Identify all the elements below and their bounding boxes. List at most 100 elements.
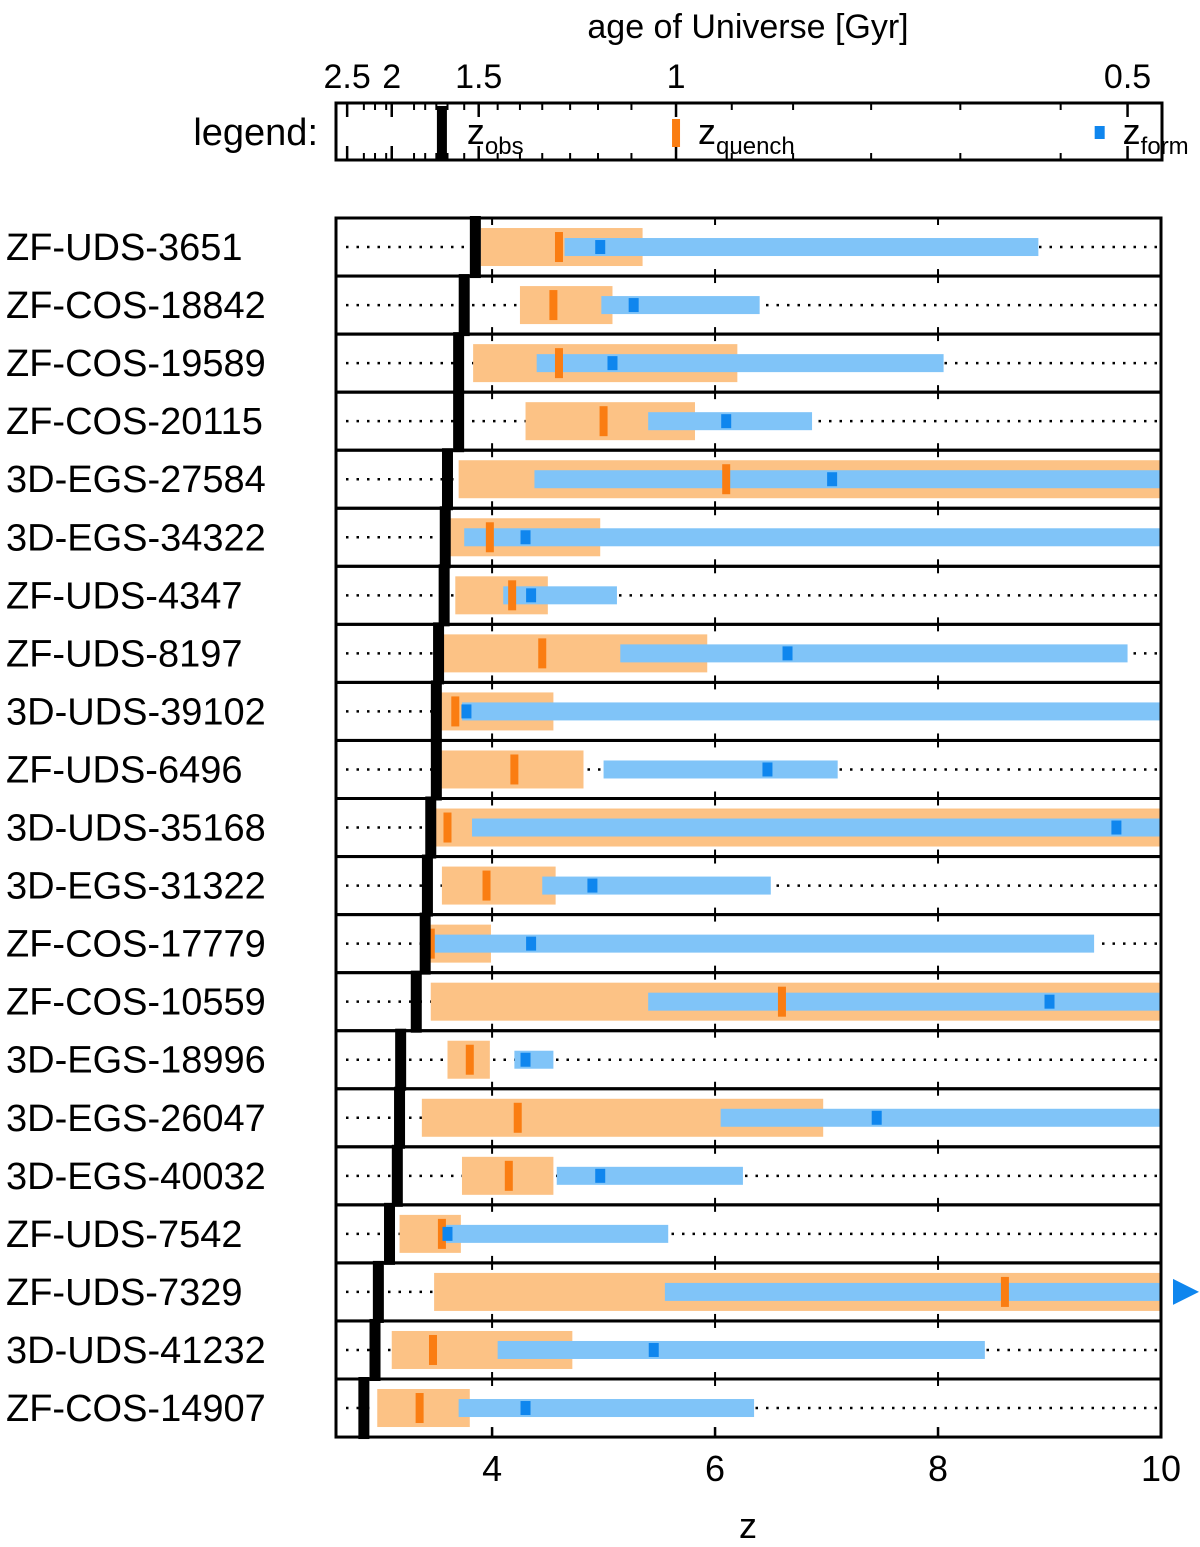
z-quench-mark bbox=[508, 580, 517, 611]
row-3D-EGS-40032: 3D-EGS-40032 bbox=[6, 1144, 1163, 1207]
row-3D-UDS-39102: 3D-UDS-39102 bbox=[6, 680, 1163, 743]
row-label: 3D-EGS-34322 bbox=[6, 517, 266, 559]
row-label: 3D-EGS-31322 bbox=[6, 866, 266, 908]
rows: ZF-UDS-3651 ZF-COS-18842 ZF-COS-19589 ZF-CO… bbox=[6, 216, 1199, 1440]
z-quench-mark bbox=[415, 1393, 424, 1424]
z-obs-mark bbox=[458, 274, 470, 337]
z-form-mark bbox=[782, 646, 793, 661]
row-3D-EGS-27584: 3D-EGS-27584 bbox=[6, 448, 1163, 511]
row-ZF-COS-19589: ZF-COS-19589 bbox=[6, 332, 1163, 395]
z-quench-mark bbox=[504, 1160, 513, 1191]
row-label: 3D-EGS-26047 bbox=[6, 1098, 266, 1140]
row-label: ZF-UDS-7329 bbox=[6, 1272, 243, 1314]
z-form-arrow bbox=[1173, 1278, 1199, 1305]
row-frame bbox=[334, 1377, 1163, 1439]
top-axis-label: age of Universe [Gyr] bbox=[587, 8, 908, 46]
row-label: ZF-COS-20115 bbox=[6, 401, 263, 443]
z-quench-mark bbox=[437, 1218, 446, 1249]
legend-obs-mark bbox=[436, 106, 447, 159]
z-quench-mark bbox=[428, 1334, 437, 1365]
x-tick-label-2: 8 bbox=[928, 1448, 948, 1489]
x-tick-label-1: 6 bbox=[705, 1448, 725, 1489]
z-form-mark bbox=[520, 1052, 531, 1067]
z-form-mark bbox=[595, 240, 606, 255]
x-axis-label: z bbox=[739, 1505, 757, 1546]
row-3D-EGS-26047: 3D-EGS-26047 bbox=[6, 1086, 1163, 1149]
z-obs-mark bbox=[421, 854, 433, 917]
z-form-mark bbox=[1044, 994, 1055, 1009]
row-ZF-COS-14907: ZF-COS-14907 bbox=[6, 1377, 1163, 1440]
z-quench-mark bbox=[482, 870, 491, 901]
row-label: ZF-UDS-6496 bbox=[6, 749, 243, 791]
form-range bbox=[503, 586, 617, 605]
z-form-mark bbox=[461, 704, 472, 719]
form-range bbox=[497, 1340, 985, 1359]
legend: legend: zobs zquench zform bbox=[193, 101, 1189, 162]
form-range bbox=[542, 876, 771, 895]
form-range bbox=[458, 1399, 755, 1418]
legend-entry-sub-0: obs bbox=[485, 133, 524, 160]
form-range bbox=[536, 354, 944, 373]
top-tick-label-4: 0.5 bbox=[1104, 58, 1151, 96]
form-range bbox=[720, 1108, 1161, 1127]
z-form-mark bbox=[526, 588, 537, 603]
z-quench-mark bbox=[722, 464, 731, 495]
z-form-mark bbox=[595, 1168, 606, 1183]
legend-entry-2: zform bbox=[1123, 111, 1189, 160]
row-label: 3D-UDS-39102 bbox=[6, 691, 266, 733]
legend-entry-sub-1: quench bbox=[716, 133, 795, 160]
z-form-mark bbox=[520, 530, 531, 545]
z-obs-mark bbox=[384, 1202, 396, 1265]
z-form-mark bbox=[628, 298, 639, 313]
row-ZF-COS-20115: ZF-COS-20115 bbox=[6, 390, 1163, 453]
legend-quench-mark bbox=[672, 119, 681, 147]
row-label: 3D-EGS-18996 bbox=[6, 1040, 266, 1082]
form-range bbox=[620, 644, 1128, 663]
top-tick-label-1: 2 bbox=[382, 58, 401, 96]
z-quench-mark bbox=[513, 1102, 522, 1133]
form-range bbox=[601, 296, 760, 315]
form-range bbox=[472, 818, 1161, 837]
form-range bbox=[564, 238, 1039, 257]
z-quench-mark bbox=[554, 232, 563, 263]
z-form-mark bbox=[871, 1110, 882, 1125]
z-form-mark bbox=[526, 936, 537, 951]
row-label: ZF-COS-14907 bbox=[6, 1388, 266, 1430]
row-label: 3D-UDS-41232 bbox=[6, 1330, 266, 1372]
row-3D-UDS-35168: 3D-UDS-35168 bbox=[6, 796, 1163, 859]
legend-label: legend: bbox=[193, 112, 318, 154]
z-quench-mark bbox=[465, 1044, 474, 1075]
z-form-mark bbox=[520, 1401, 531, 1416]
row-ZF-UDS-6496: ZF-UDS-6496 bbox=[6, 738, 1163, 801]
row-ZF-COS-17779: ZF-COS-17779 bbox=[6, 912, 1163, 975]
z-quench-mark bbox=[426, 928, 435, 959]
row-3D-EGS-34322: 3D-EGS-34322 bbox=[6, 506, 1163, 569]
z-form-mark bbox=[827, 472, 838, 487]
z-obs-mark bbox=[453, 332, 465, 395]
z-obs-mark bbox=[441, 448, 453, 511]
row-3D-EGS-18996: 3D-EGS-18996 bbox=[6, 1028, 1163, 1091]
form-range bbox=[664, 1282, 1161, 1301]
row-ZF-UDS-3651: ZF-UDS-3651 bbox=[6, 216, 1163, 279]
form-range bbox=[648, 992, 1161, 1011]
form-range bbox=[432, 934, 1095, 953]
z-form-mark bbox=[587, 878, 598, 893]
quench-range bbox=[441, 866, 556, 905]
legend-entry-1: zquench bbox=[698, 111, 795, 160]
z-obs-mark bbox=[425, 796, 437, 859]
row-ZF-UDS-4347: ZF-UDS-4347 bbox=[6, 564, 1163, 627]
x-axis: 4 6 8 10 bbox=[482, 1427, 1181, 1489]
row-ZF-UDS-8197: ZF-UDS-8197 bbox=[6, 622, 1163, 685]
form-range bbox=[534, 470, 1161, 489]
z-form-mark bbox=[607, 356, 618, 371]
row-label: ZF-UDS-8197 bbox=[6, 633, 243, 675]
z-quench-mark bbox=[451, 696, 460, 727]
row-label: 3D-EGS-40032 bbox=[6, 1156, 266, 1198]
row-label: ZF-UDS-4347 bbox=[6, 575, 243, 617]
z-quench-mark bbox=[549, 290, 558, 321]
row-label: ZF-COS-17779 bbox=[6, 924, 266, 966]
legend-form-mark bbox=[1094, 126, 1105, 139]
form-range bbox=[444, 1224, 669, 1243]
form-range bbox=[603, 760, 838, 779]
